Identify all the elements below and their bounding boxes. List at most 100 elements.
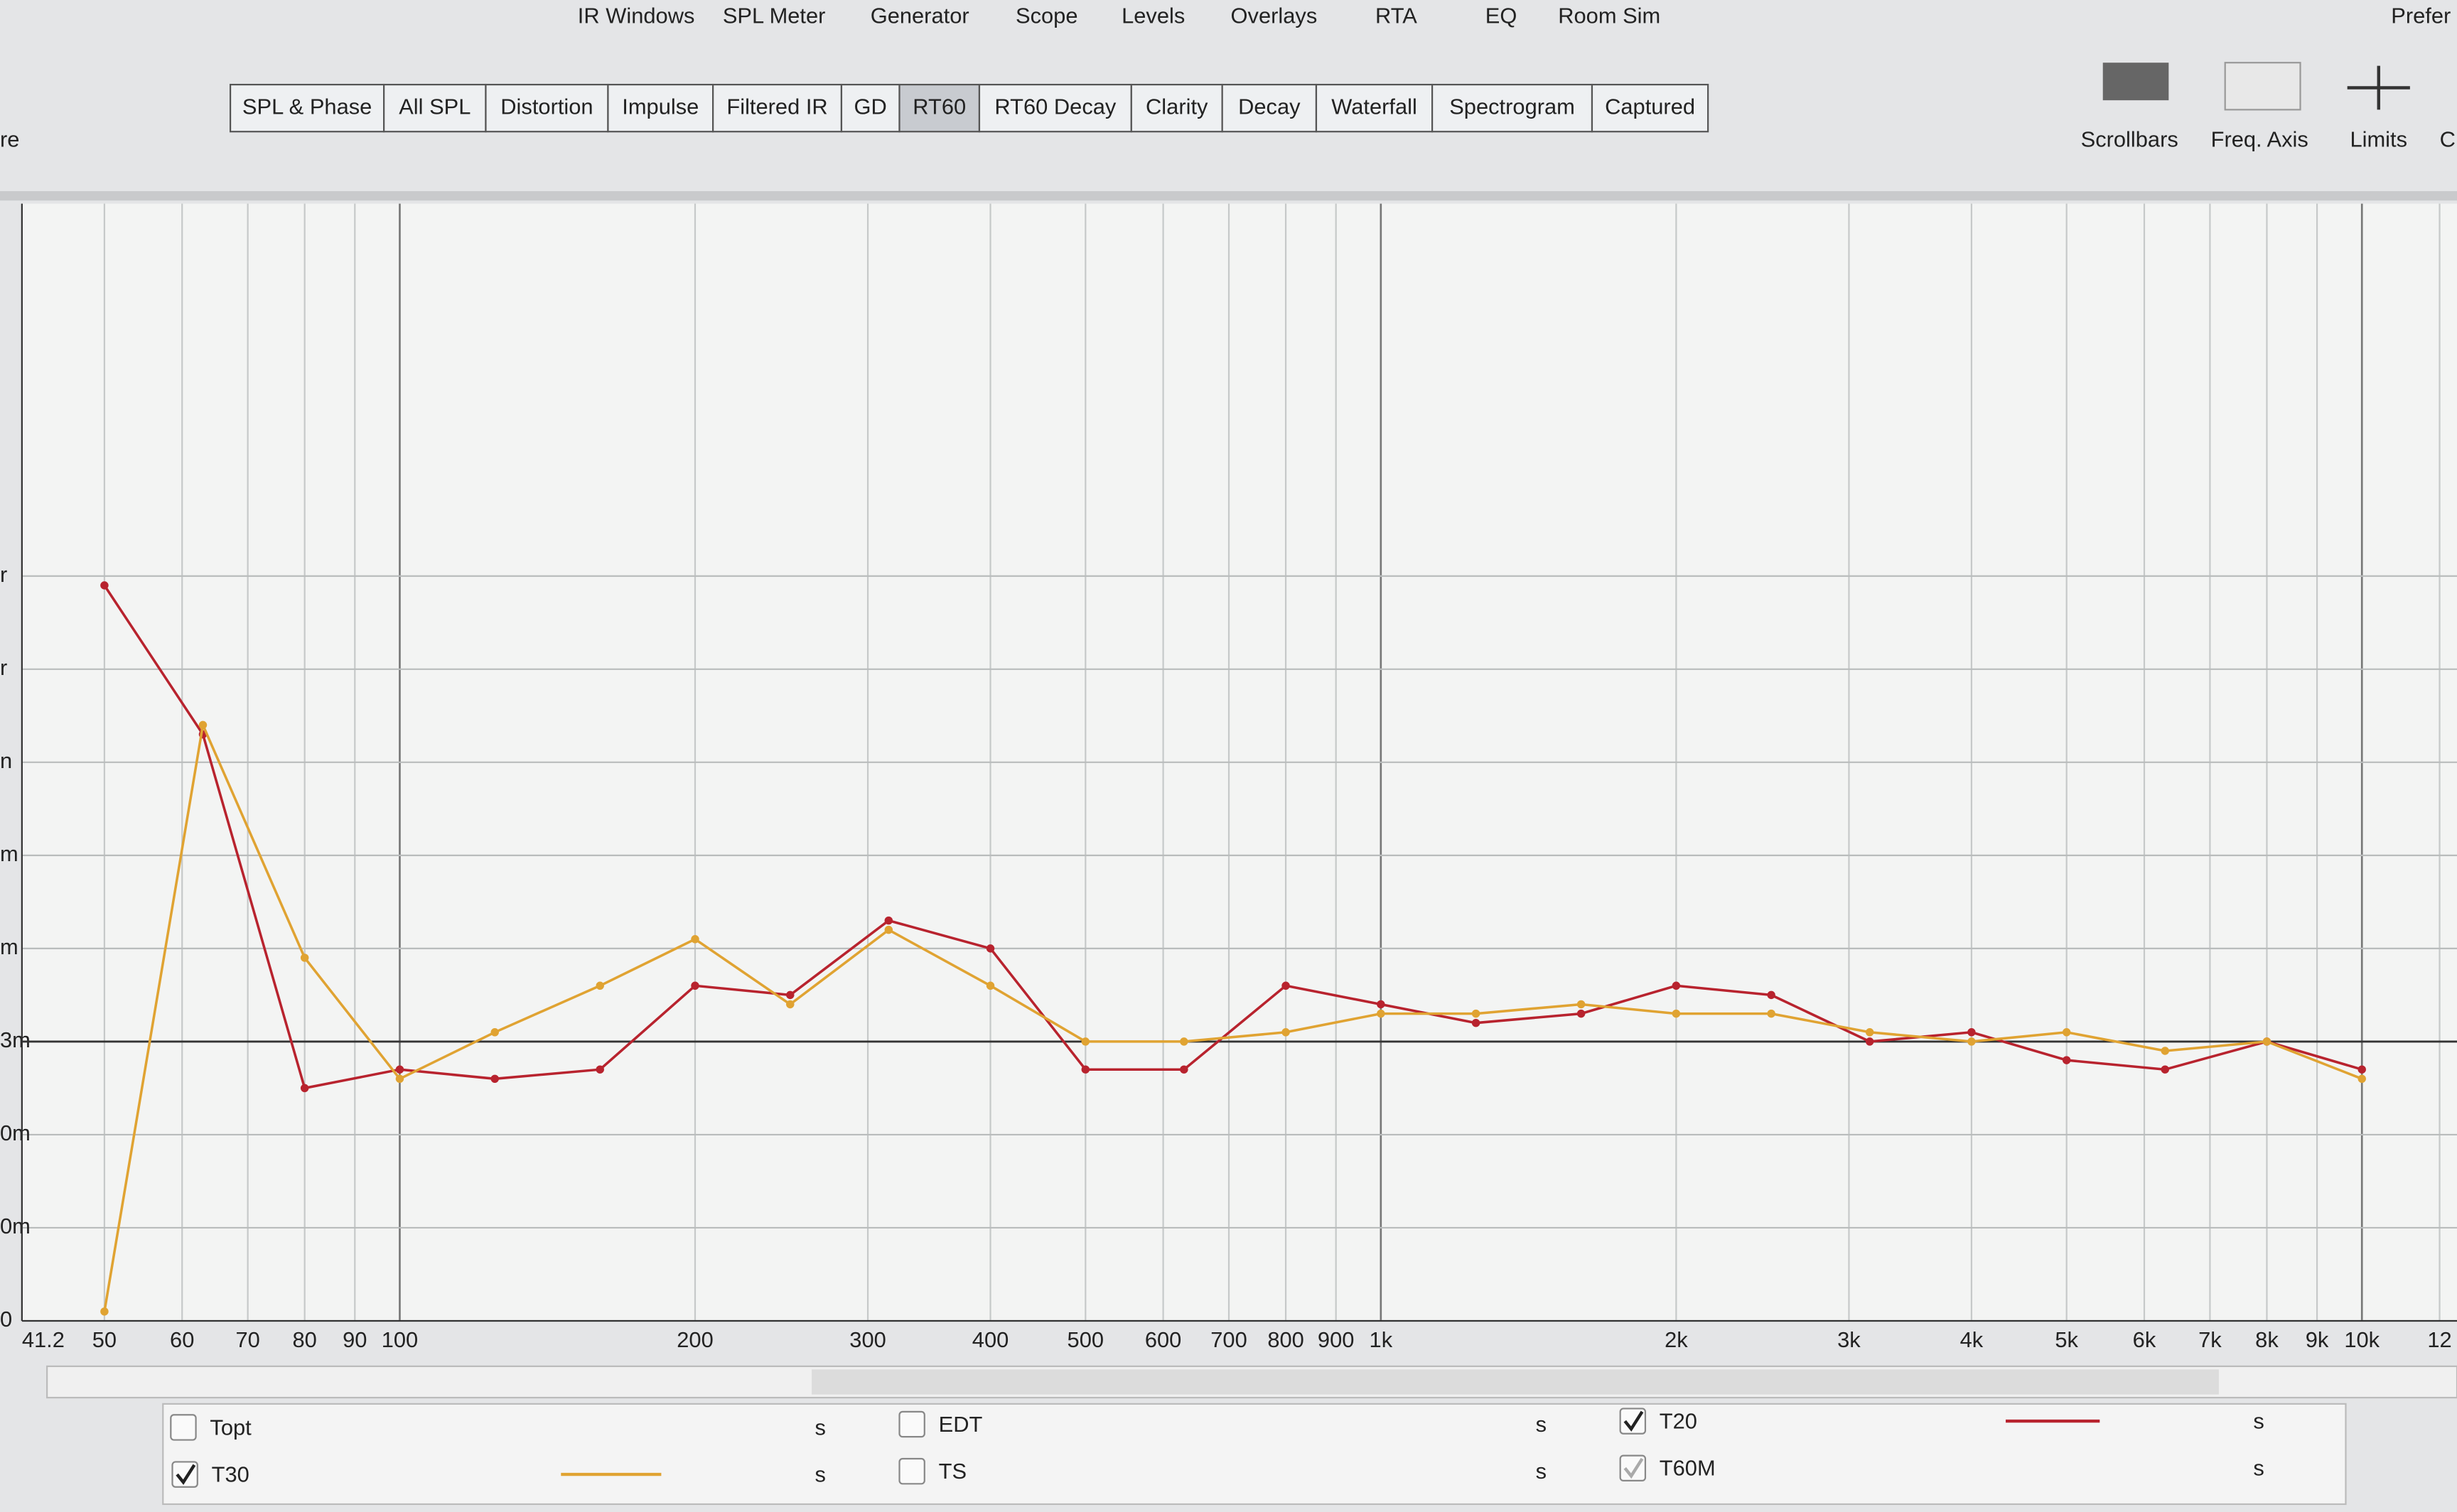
data-point [596,981,604,990]
x-tick-label: 8k [2255,1327,2279,1352]
tab-label[interactable]: Clarity [1146,94,1208,119]
data-point [1865,1037,1874,1046]
data-point [2062,1028,2071,1037]
data-point [1377,1000,1385,1009]
tab-button[interactable] [607,83,714,133]
tab-label[interactable]: Distortion [500,94,593,119]
toolbar-icons [2102,62,2410,111]
tab-button[interactable] [383,83,487,133]
toolbar-label[interactable]: C [2440,127,2456,152]
tab-label[interactable]: All SPL [399,94,471,119]
tab-label[interactable]: Waterfall [1331,94,1417,119]
x-tick-label: 200 [677,1327,713,1352]
x-tick-label: 1k [1370,1327,1393,1352]
legend-label: T60M [1660,1456,1716,1481]
x-tick-label: 50 [92,1327,117,1352]
x-tick-label: 90 [343,1327,367,1352]
x-tick-label: 700 [1210,1327,1247,1352]
menu-item[interactable]: SPL Meter [723,3,826,28]
tab-button[interactable] [898,83,981,133]
data-point [395,1074,404,1084]
scroll-thumb[interactable] [812,1369,2219,1395]
tab-button[interactable] [1221,83,1318,133]
legend-checkbox[interactable] [170,1414,197,1441]
menu-item[interactable]: Levels [1122,3,1185,28]
x-tick-label: 800 [1267,1327,1303,1352]
data-point [2357,1065,2366,1074]
tab-label[interactable]: SPL & Phase [242,94,372,119]
menu-item[interactable]: Scope [1016,3,1078,28]
x-tick-label: 500 [1068,1327,1104,1352]
toolbar-label[interactable]: Scrollbars [2081,127,2178,152]
data-point [1576,1009,1586,1018]
data-point [490,1074,499,1084]
y-tick-label: r [0,655,7,680]
legend-checkbox[interactable] [898,1410,925,1438]
legend-checkbox[interactable] [898,1457,925,1485]
menu-item[interactable]: Room Sim [1558,3,1660,28]
tab-label[interactable]: Filtered IR [726,94,827,119]
data-point [100,1307,109,1316]
tab-button[interactable] [978,83,1132,133]
tab-label[interactable]: RT60 Decay [994,94,1116,119]
menu-item[interactable]: EQ [1485,3,1517,28]
data-point [2161,1065,2169,1074]
legend-unit: s [2253,1408,2264,1433]
menu-item[interactable]: IR Windows [578,3,695,28]
tab-label[interactable]: Decay [1238,94,1301,119]
menu-item[interactable]: Overlays [1231,3,1318,28]
legend-checkmark [176,1464,196,1485]
data-point [1576,1000,1586,1009]
data-point [691,935,699,944]
tab-button[interactable] [1315,83,1434,133]
tab-button[interactable] [712,83,843,133]
data-point [1377,1009,1385,1018]
x-tick-label: 12 [2427,1327,2451,1352]
tab-label[interactable]: RT60 [913,94,966,119]
y-tick-label: m [0,841,18,866]
y-tick-label: 0 [0,1307,12,1332]
tab-button[interactable] [1431,83,1593,133]
y-tick-label: m [0,934,18,959]
x-tick-label: 6k [2133,1327,2156,1352]
y-tick-label: 3m [0,1027,31,1052]
y-tick-label: r [0,562,7,587]
series-line [103,584,2362,1090]
tab-button[interactable] [840,83,900,133]
x-tick-label: 80 [293,1327,317,1352]
toolbar-label[interactable]: Limits [2350,127,2407,152]
data-point [1180,1065,1188,1074]
menu-item[interactable]: Generator [871,3,969,28]
data-point [1081,1065,1090,1074]
x-tick-label: 3k [1837,1327,1861,1352]
data-point [1767,990,1775,1000]
legend-unit: s [1536,1459,1547,1484]
menu-item[interactable]: RTA [1375,3,1417,28]
data-point [1081,1037,1090,1046]
menu-fragment: re [0,127,19,152]
tab-button[interactable] [485,83,609,133]
x-tick-label: 10k [2344,1327,2380,1352]
menu-item[interactable]: Prefer [2391,3,2451,28]
data-point [2161,1047,2169,1055]
tab-label[interactable]: Spectrogram [1449,94,1575,119]
tab-label[interactable]: GD [854,94,887,119]
data-point [884,916,893,925]
data-point [1471,1018,1480,1027]
toolbar-label[interactable]: Freq. Axis [2211,127,2308,152]
x-tick-label: 60 [170,1327,194,1352]
y-tick-label: 0m [0,1214,31,1238]
data-point [300,954,309,962]
x-tick-label: 300 [849,1327,886,1352]
tab-label[interactable]: Impulse [622,94,699,119]
data-point [691,981,699,990]
data-point [1865,1028,1874,1037]
x-tick-label: 5k [2055,1327,2078,1352]
x-tick-label: 400 [972,1327,1009,1352]
x-tick-label: 4k [1960,1327,1984,1352]
tab-label[interactable]: Captured [1605,94,1695,119]
data-point [1281,1028,1290,1037]
tab-button[interactable] [1591,83,1709,133]
